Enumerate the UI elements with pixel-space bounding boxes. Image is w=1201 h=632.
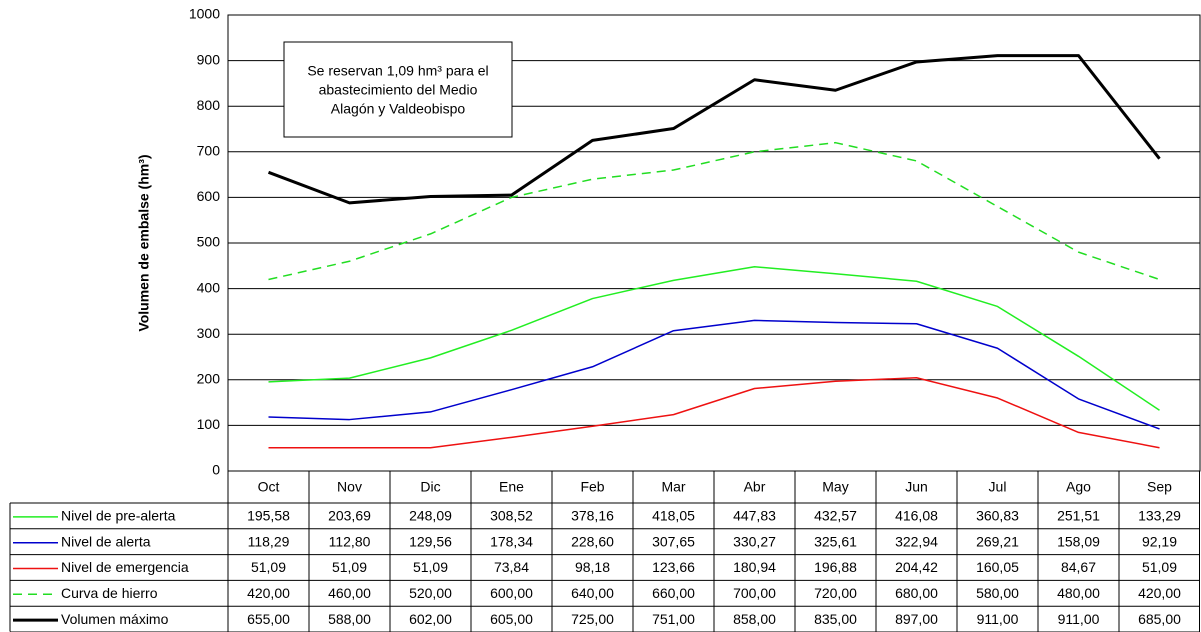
table-value: 330,27 (733, 533, 776, 549)
table-value: 605,00 (490, 611, 533, 627)
annotation-box (283, 41, 513, 138)
table-value: 416,08 (895, 508, 938, 524)
table-value: 84,67 (1061, 559, 1096, 575)
table-value: 580,00 (976, 585, 1019, 601)
data-line (268, 319, 1160, 430)
table-value: 322,94 (895, 533, 938, 549)
table-value: 640,00 (571, 585, 614, 601)
table-value: 418,05 (652, 508, 695, 524)
table-value: 680,00 (895, 585, 938, 601)
x-tick-label: Jul (989, 479, 1007, 495)
table-value: 98,18 (575, 559, 610, 575)
y-axis-label: Volumen de embalse (hm³) (136, 154, 152, 331)
table-value: 725,00 (571, 611, 614, 627)
x-tick-label: Ago (1066, 479, 1091, 495)
table-value: 51,09 (413, 559, 448, 575)
table-value: 700,00 (733, 585, 776, 601)
table-value: 325,61 (814, 533, 857, 549)
y-tick-label: 300 (197, 325, 221, 341)
table-value: 460,00 (328, 585, 371, 601)
table-value: 660,00 (652, 585, 695, 601)
table-value: 203,69 (328, 508, 371, 524)
data-line (267, 54, 1161, 205)
table-value: 858,00 (733, 611, 776, 627)
legend-label: Nivel de pre-alerta (61, 508, 176, 524)
table-value: 133,29 (1138, 508, 1181, 524)
table-value: 588,00 (328, 611, 371, 627)
table-value: 112,80 (329, 533, 371, 549)
table-value: 432,57 (814, 508, 857, 524)
table-value: 378,16 (571, 508, 614, 524)
y-tick-label: 600 (197, 188, 221, 204)
table-value: 685,00 (1138, 611, 1181, 627)
x-tick-label: Mar (661, 479, 685, 495)
legend-label: Curva de hierro (61, 585, 158, 601)
table-value: 360,83 (976, 508, 1019, 524)
y-tick-label: 800 (197, 97, 221, 113)
data-line (268, 377, 1160, 449)
y-tick-label: 200 (197, 371, 221, 387)
table-value: 911,00 (977, 611, 1019, 627)
x-tick-label: Jun (905, 479, 928, 495)
annotation-text: Se reservan 1,09 hm³ para el (307, 63, 488, 79)
table-value: 129,56 (409, 533, 452, 549)
table-value: 835,00 (814, 611, 857, 627)
y-tick-label: 900 (197, 51, 221, 67)
x-tick-label: Sep (1147, 479, 1172, 495)
x-tick-label: Oct (258, 479, 280, 495)
table-value: 196,88 (814, 559, 857, 575)
table-value: 520,00 (409, 585, 452, 601)
table-value: 204,42 (895, 559, 938, 575)
x-tick-label: Feb (580, 479, 604, 495)
table-value: 911,00 (1058, 611, 1100, 627)
table-value: 269,21 (976, 533, 1019, 549)
x-tick-label: Abr (744, 479, 766, 495)
table-value: 92,19 (1142, 533, 1177, 549)
table-value: 251,51 (1057, 508, 1100, 524)
table-value: 158,09 (1057, 533, 1100, 549)
table-value: 600,00 (490, 585, 533, 601)
table-value: 118,29 (248, 533, 290, 549)
table-value: 123,66 (652, 559, 695, 575)
table-value: 51,09 (1142, 559, 1177, 575)
table-value: 480,00 (1057, 585, 1100, 601)
legend-label: Nivel de alerta (61, 533, 151, 549)
annotation-text: Alagón y Valdeobispo (331, 101, 466, 117)
table-value: 602,00 (409, 611, 452, 627)
table-value: 228,60 (571, 533, 614, 549)
x-tick-label: May (822, 479, 848, 495)
table-value: 51,09 (332, 559, 367, 575)
x-tick-label: Dic (420, 479, 440, 495)
table-value: 308,52 (490, 508, 533, 524)
table-value: 160,05 (976, 559, 1019, 575)
table-value: 751,00 (652, 611, 695, 627)
x-tick-label: Nov (337, 479, 362, 495)
table-value: 420,00 (1138, 585, 1181, 601)
annotation-text: abastecimiento del Medio (319, 82, 478, 98)
y-tick-label: 400 (197, 279, 221, 295)
table-value: 248,09 (409, 508, 452, 524)
y-tick-label: 0 (212, 462, 220, 478)
table-value: 180,94 (733, 559, 776, 575)
table-value: 447,83 (733, 508, 776, 524)
table-value: 73,84 (494, 559, 529, 575)
table-value: 655,00 (247, 611, 290, 627)
legend-label: Nivel de emergencia (61, 559, 189, 575)
table-value: 307,65 (652, 533, 695, 549)
y-tick-label: 700 (197, 143, 221, 159)
y-tick-label: 100 (197, 416, 221, 432)
y-tick-label: 500 (197, 234, 221, 250)
table-value: 897,00 (895, 611, 938, 627)
table-value: 178,34 (490, 533, 533, 549)
table-value: 195,58 (247, 508, 290, 524)
y-tick-label: 1000 (189, 6, 220, 22)
table-value: 51,09 (251, 559, 286, 575)
data-line (268, 141, 1160, 281)
data-line (268, 266, 1160, 411)
legend-label: Volumen máximo (61, 611, 169, 627)
table-value: 420,00 (247, 585, 290, 601)
x-tick-label: Ene (499, 479, 524, 495)
table-value: 720,00 (814, 585, 857, 601)
